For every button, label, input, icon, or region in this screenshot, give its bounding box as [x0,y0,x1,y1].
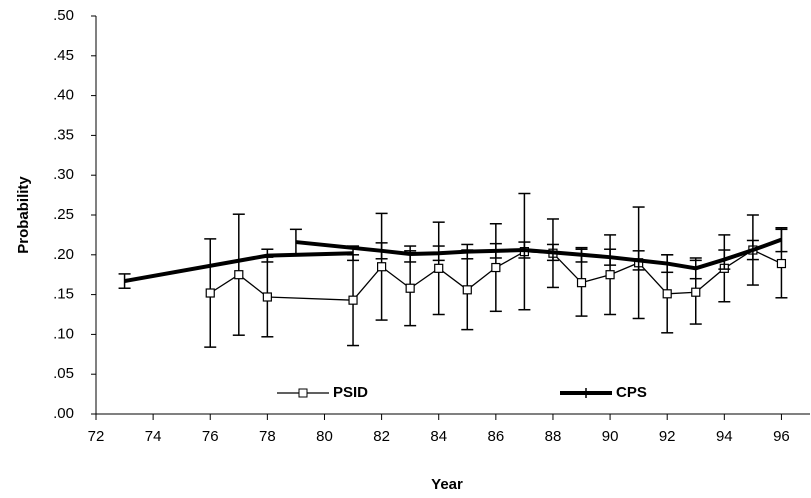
y-tick-label: .10 [53,325,74,342]
y-tick-label: .15 [53,286,74,303]
marker [205,288,215,298]
x-tick-label: 72 [88,428,105,445]
marker [348,295,358,305]
y-tick-label: .45 [53,47,74,64]
x-tick-label: 92 [659,428,676,445]
y-tick-label: .40 [53,87,74,104]
x-tick-label: 80 [316,428,333,445]
marker [662,289,672,299]
y-tick-label: .35 [53,126,74,143]
x-axis-label: Year [431,476,463,493]
marker [434,263,444,273]
marker [691,287,701,297]
marker [377,262,387,272]
y-tick-label: .30 [53,166,74,183]
marker [234,270,244,280]
legend-label: CPS [616,384,647,401]
marker [405,283,415,293]
x-tick-label: 76 [202,428,219,445]
legend-marker [298,388,308,398]
series-line [124,237,783,284]
marker [491,262,501,273]
marker [776,258,787,269]
marker [605,270,615,280]
x-tick-label: 88 [545,428,562,445]
x-tick-label: 82 [373,428,390,445]
marker [262,292,272,302]
x-tick-label: 78 [259,428,276,445]
legend-label: PSID [333,384,368,401]
marker [576,278,587,288]
x-tick-label: 84 [430,428,447,445]
y-tick-label: .50 [53,7,74,24]
y-tick-label: .05 [53,365,74,382]
x-tick-label: 74 [145,428,162,445]
y-tick-label: .25 [53,206,74,223]
x-tick-label: 94 [716,428,733,445]
x-tick-label: 86 [487,428,504,445]
marker [462,285,472,295]
y-tick-label: .20 [53,246,74,263]
x-tick-label: 96 [773,428,790,445]
x-tick-label: 90 [602,428,619,445]
y-axis-label: Probability [15,176,32,254]
y-tick-label: .00 [53,405,74,422]
